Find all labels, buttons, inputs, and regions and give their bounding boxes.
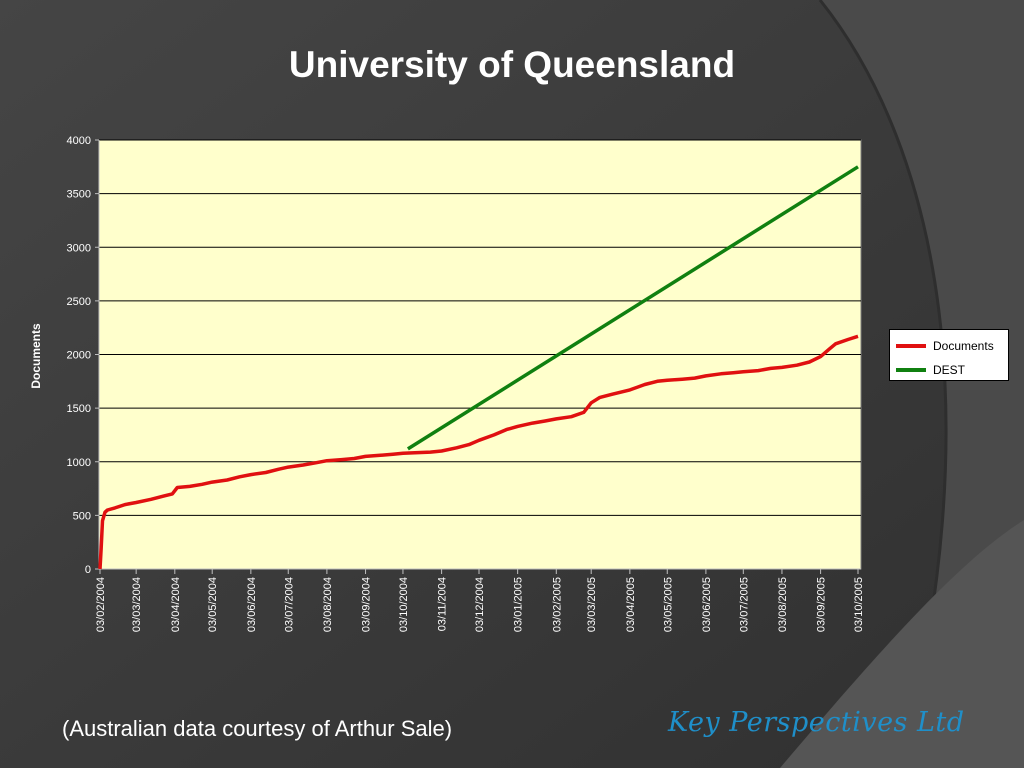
legend-item-dest: DEST (896, 362, 965, 378)
y-tick-label: 2000 (67, 350, 91, 362)
x-tick-label: 03/10/2004 (398, 577, 410, 632)
legend-label-documents: Documents (933, 339, 994, 353)
slide-title: University of Queensland (288, 44, 736, 85)
legend-swatch-dest (896, 368, 926, 372)
y-tick-label: 3000 (67, 242, 91, 254)
x-tick-label: 03/03/2005 (586, 577, 598, 632)
decorative-swoosh-lower (780, 520, 1024, 768)
x-tick-label: 03/10/2005 (853, 577, 865, 632)
x-tick-label: 03/08/2004 (322, 577, 334, 632)
y-tick-label: 3500 (67, 189, 91, 201)
x-tick-label: 03/04/2004 (170, 577, 182, 632)
x-tick-label: 03/07/2005 (738, 577, 750, 632)
x-tick-label: 03/08/2005 (777, 577, 789, 632)
x-tick-label: 03/01/2005 (513, 577, 525, 632)
x-tick-label: 03/02/2004 (95, 577, 107, 632)
x-tick-label: 03/07/2004 (283, 577, 295, 632)
x-tick-label: 03/11/2004 (437, 577, 449, 631)
brand-logo-text: Key Perspectives Ltd (668, 707, 965, 738)
x-tick-label: 03/12/2004 (474, 577, 486, 632)
data-credit-caption: (Australian data courtesy of Arthur Sale… (62, 716, 453, 741)
y-tick-label: 500 (73, 510, 91, 522)
x-tick-label: 03/03/2004 (131, 577, 143, 632)
x-tick-label: 03/09/2004 (361, 577, 373, 632)
x-tick-label: 03/05/2005 (662, 577, 674, 632)
legend-item-documents: Documents (896, 338, 994, 354)
y-tick-label: 2500 (67, 296, 91, 308)
y-tick-label: 0 (85, 564, 91, 576)
chart-legend: Documents DEST (889, 329, 1009, 381)
y-axis-label: Documents (29, 323, 43, 389)
y-tick-label: 1500 (67, 403, 91, 415)
legend-label-dest: DEST (933, 363, 966, 377)
x-tick-label: 03/02/2005 (551, 577, 563, 632)
series-line-dest (406, 165, 859, 451)
x-tick-label: 03/04/2005 (625, 577, 637, 632)
series-line-documents (98, 334, 859, 570)
y-tick-label: 4000 (67, 135, 91, 147)
legend-swatch-documents (896, 344, 926, 348)
x-tick-label: 03/09/2005 (816, 577, 828, 632)
x-tick-label: 03/05/2004 (207, 577, 219, 632)
y-tick-label: 1000 (67, 457, 91, 469)
x-tick-label: 03/06/2005 (701, 577, 713, 632)
x-tick-label: 03/06/2004 (246, 577, 258, 632)
